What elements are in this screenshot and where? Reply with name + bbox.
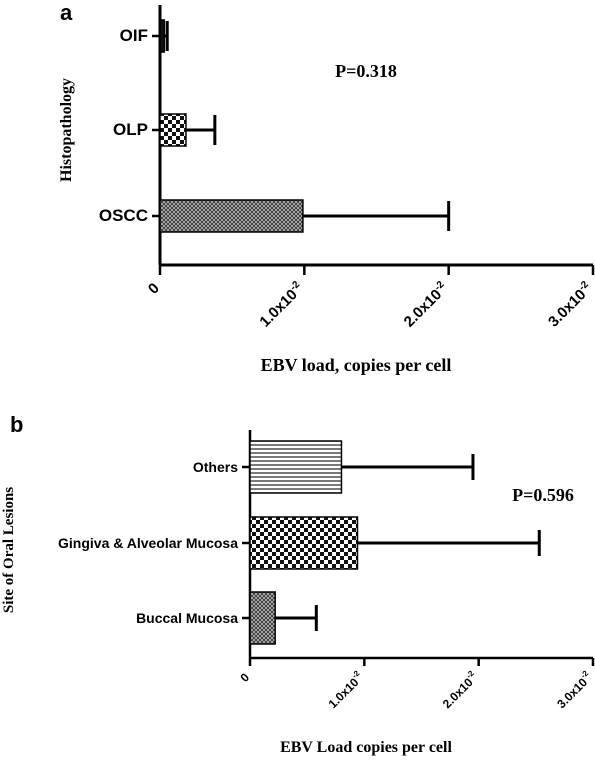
category-label-b-0: Others	[193, 459, 238, 475]
x-tick-label-a-2: 2.0x10-2	[400, 279, 452, 331]
category-label-a-1: OLP	[113, 120, 148, 139]
plot-area-a: OIF OLP OSCC 0 1.0x10-2 2.0x10-2 3.0x10-2	[99, 5, 595, 331]
bar-a-0	[159, 19, 166, 53]
category-label-b-2: Buccal Mucosa	[136, 610, 238, 626]
x-axis-title-b: EBV Load copies per cell	[280, 739, 452, 756]
x-tick-label-a-1: 1.0x10-2	[256, 279, 308, 331]
category-label-b-1: Gingiva & Alveolar Mucosa	[58, 535, 238, 551]
chart-panel-a: a Histopathology EBV load, copies per ce…	[58, 0, 595, 375]
y-axis-title-a: Histopathology	[58, 78, 75, 182]
chart-panel-b: b Site of Oral Lesions EBV Load copies p…	[1, 412, 595, 756]
y-axis-title-b: Site of Oral Lesions	[1, 487, 17, 613]
x-axis-title-a: EBV load, copies per cell	[261, 355, 452, 375]
category-label-a-2: OSCC	[99, 206, 148, 225]
x-tick-label-a-3: 3.0x10-2	[544, 279, 595, 331]
panel-label-a: a	[60, 0, 73, 25]
bar-b-2	[249, 591, 276, 645]
x-tick-label-b-0: 0	[237, 670, 252, 685]
x-tick-label-b-1: 1.0x10-2	[324, 668, 367, 711]
p-value-b: P=0.596	[512, 485, 574, 505]
category-label-a-0: OIF	[120, 26, 148, 45]
bar-a-2	[159, 199, 304, 233]
bar-b-0	[249, 440, 343, 494]
p-value-a: P=0.318	[335, 61, 397, 81]
panel-label-b: b	[10, 412, 23, 437]
x-tick-label-a-0: 0	[145, 280, 163, 298]
bar-a-1	[159, 113, 187, 147]
plot-area-b: Others Gingiva & Alveolar Mucosa Buccal Mu…	[58, 430, 595, 711]
x-tick-label-b-2: 2.0x10-2	[438, 668, 481, 711]
bar-b-1	[249, 516, 359, 570]
x-tick-label-b-3: 3.0x10-2	[553, 668, 595, 711]
